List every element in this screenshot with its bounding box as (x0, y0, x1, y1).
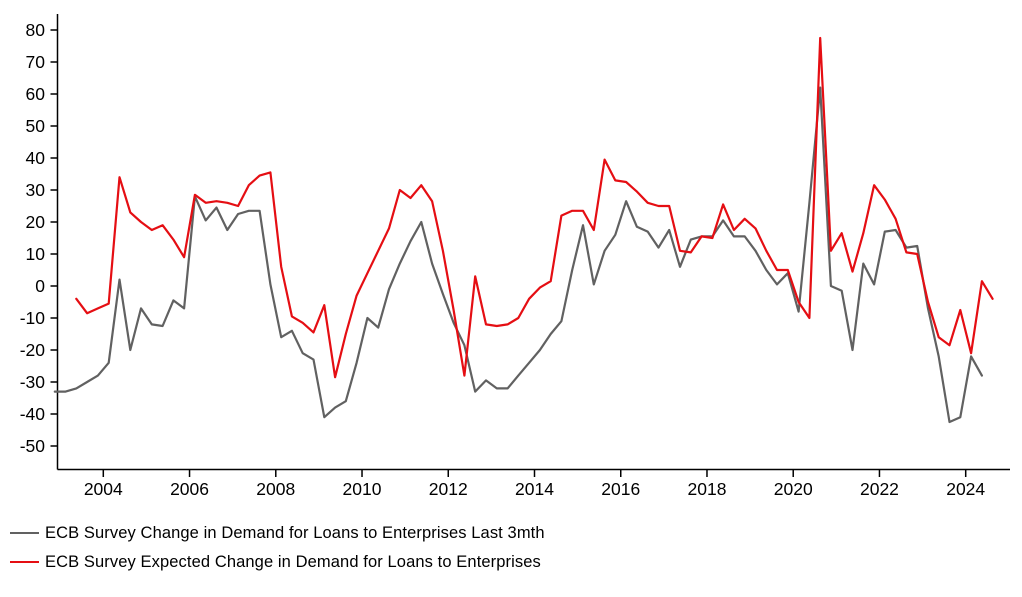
y-axis-tick-label: 20 (26, 212, 46, 232)
y-axis-tick-label: -10 (20, 308, 46, 328)
y-axis-tick-label: 0 (35, 276, 45, 296)
x-axis-tick-label: 2012 (429, 479, 468, 499)
x-axis-tick-label: 2022 (860, 479, 899, 499)
legend-swatch-gray-line (10, 532, 39, 534)
legend-label-actual: ECB Survey Change in Demand for Loans to… (45, 523, 545, 542)
y-axis-tick-label: 40 (26, 148, 46, 168)
y-axis-tick-label: 60 (26, 84, 46, 104)
y-axis-tick-label: 30 (26, 180, 46, 200)
legend: ECB Survey Change in Demand for Loans to… (10, 522, 545, 573)
x-axis-tick-label: 2010 (343, 479, 382, 499)
y-axis-tick-label: 10 (26, 244, 46, 264)
legend-swatch-red-line (10, 561, 39, 563)
x-axis-tick-label: 2024 (946, 479, 985, 499)
y-axis-tick-label: -20 (20, 340, 46, 360)
legend-item-expected: ECB Survey Expected Change in Demand for… (10, 551, 545, 573)
series-line-expected-demand (75, 36, 994, 379)
x-axis-tick-label: 2020 (774, 479, 813, 499)
x-axis-tick-label: 2018 (688, 479, 727, 499)
x-axis-tick-label: 2004 (84, 479, 123, 499)
y-axis-tick-label: -30 (20, 372, 46, 392)
series-line-actual-demand (53, 86, 984, 424)
y-axis-tick-label: 50 (26, 116, 46, 136)
y-axis-tick-label: -50 (20, 436, 46, 456)
legend-label-expected: ECB Survey Expected Change in Demand for… (45, 552, 541, 571)
x-axis-tick-label: 2006 (170, 479, 209, 499)
legend-item-actual: ECB Survey Change in Demand for Loans to… (10, 522, 545, 544)
y-axis-tick-label: 70 (26, 52, 46, 72)
y-axis-tick-label: 80 (26, 20, 46, 40)
x-axis-tick-label: 2014 (515, 479, 554, 499)
y-axis-tick-label: -40 (20, 404, 46, 424)
x-axis-tick-label: 2008 (256, 479, 295, 499)
x-axis-tick-label: 2016 (601, 479, 640, 499)
